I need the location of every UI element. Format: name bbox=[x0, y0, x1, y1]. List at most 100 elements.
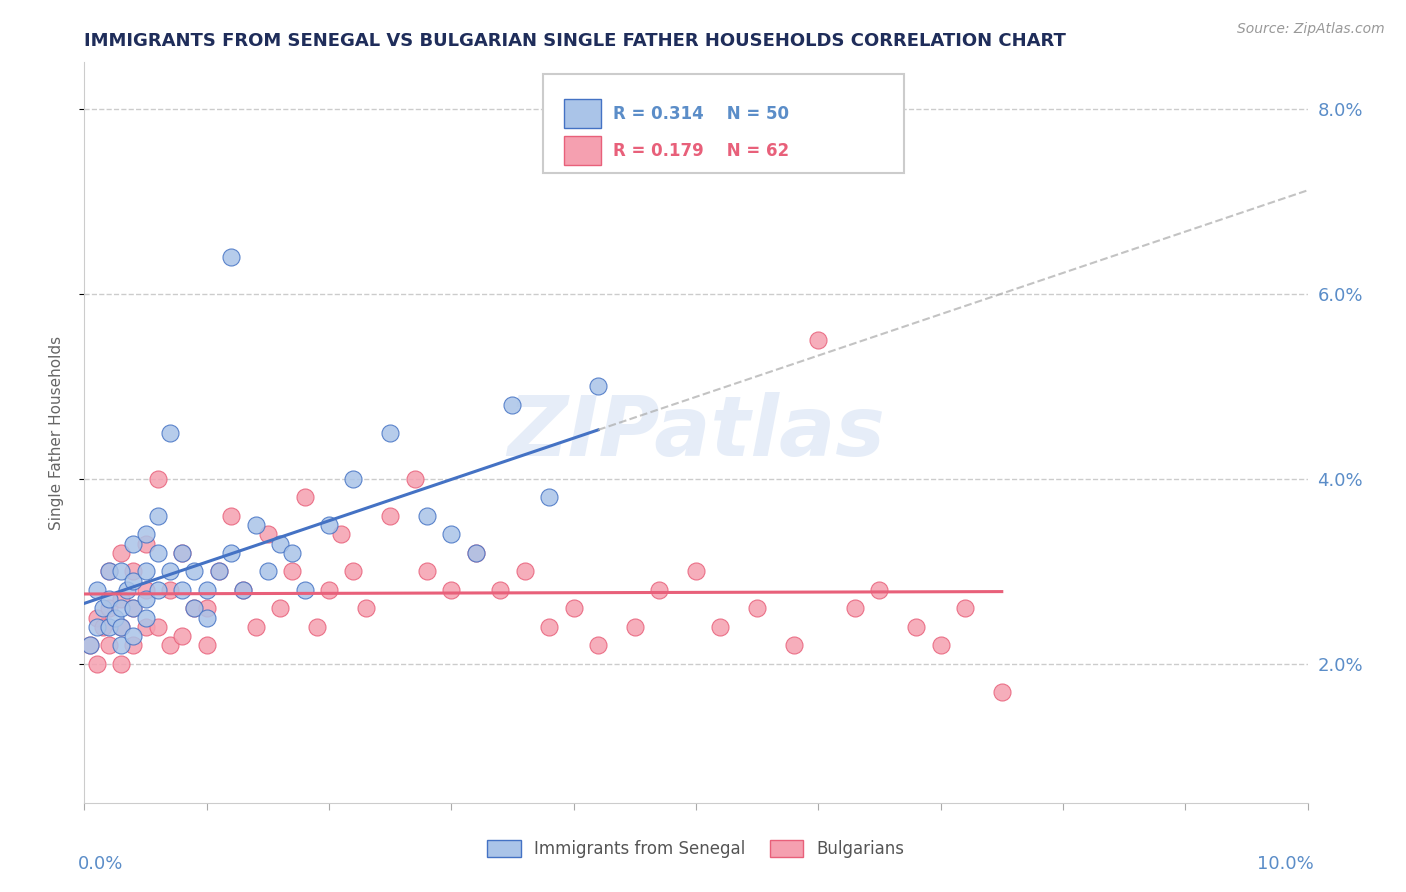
Point bbox=[318, 518, 340, 533]
Legend: Immigrants from Senegal, Bulgarians: Immigrants from Senegal, Bulgarians bbox=[481, 833, 911, 865]
Point bbox=[97, 565, 120, 579]
Point bbox=[159, 639, 181, 653]
Point bbox=[538, 491, 561, 505]
Point bbox=[122, 601, 145, 615]
Point bbox=[172, 629, 194, 643]
Bar bbox=[564, 136, 600, 165]
Point bbox=[464, 546, 486, 560]
Point bbox=[513, 565, 536, 579]
Point bbox=[380, 508, 402, 523]
Point bbox=[257, 565, 280, 579]
Text: ZIPatlas: ZIPatlas bbox=[508, 392, 884, 473]
Point bbox=[232, 582, 254, 597]
Point bbox=[219, 508, 242, 523]
Point bbox=[86, 582, 108, 597]
Point bbox=[91, 620, 114, 634]
Point bbox=[110, 657, 132, 671]
Point bbox=[110, 639, 132, 653]
Point bbox=[86, 657, 108, 671]
Point bbox=[97, 639, 120, 653]
Point bbox=[172, 546, 194, 560]
Point bbox=[183, 565, 205, 579]
Point bbox=[232, 582, 254, 597]
Point bbox=[783, 639, 806, 653]
Point bbox=[245, 620, 267, 634]
Point bbox=[86, 620, 108, 634]
Point bbox=[404, 472, 426, 486]
Point bbox=[586, 639, 609, 653]
Point bbox=[245, 518, 267, 533]
Point bbox=[122, 565, 145, 579]
Point bbox=[464, 546, 486, 560]
Point bbox=[195, 601, 218, 615]
Point bbox=[122, 601, 145, 615]
Point bbox=[110, 546, 132, 560]
Point bbox=[747, 601, 769, 615]
Point bbox=[135, 582, 157, 597]
Point bbox=[159, 582, 181, 597]
Point bbox=[122, 639, 145, 653]
Point bbox=[354, 601, 377, 615]
Point bbox=[104, 610, 127, 624]
Point bbox=[538, 620, 561, 634]
Point bbox=[342, 472, 364, 486]
Point bbox=[208, 565, 231, 579]
Point bbox=[905, 620, 928, 634]
Point bbox=[97, 565, 120, 579]
Point bbox=[110, 620, 132, 634]
Text: R = 0.314    N = 50: R = 0.314 N = 50 bbox=[613, 104, 789, 122]
Point bbox=[281, 565, 304, 579]
Point bbox=[685, 565, 707, 579]
Point bbox=[183, 601, 205, 615]
Point bbox=[79, 639, 101, 653]
Point bbox=[709, 620, 731, 634]
Point bbox=[342, 565, 364, 579]
Point bbox=[122, 629, 145, 643]
Point bbox=[110, 592, 132, 607]
FancyBboxPatch shape bbox=[543, 73, 904, 173]
Point bbox=[257, 527, 280, 541]
Point bbox=[146, 620, 169, 634]
Point bbox=[135, 527, 157, 541]
Point bbox=[122, 574, 145, 588]
Point bbox=[624, 620, 647, 634]
Text: 10.0%: 10.0% bbox=[1257, 855, 1313, 872]
Point bbox=[219, 546, 242, 560]
Text: 0.0%: 0.0% bbox=[79, 855, 124, 872]
Point bbox=[305, 620, 328, 634]
Point bbox=[110, 601, 132, 615]
Point bbox=[159, 425, 181, 440]
Point bbox=[146, 508, 169, 523]
Point bbox=[807, 333, 830, 347]
Point bbox=[208, 565, 231, 579]
Point bbox=[195, 639, 218, 653]
Point bbox=[502, 398, 524, 412]
Point bbox=[110, 565, 132, 579]
Point bbox=[416, 508, 439, 523]
Point bbox=[562, 601, 585, 615]
Text: Source: ZipAtlas.com: Source: ZipAtlas.com bbox=[1237, 22, 1385, 37]
Point bbox=[183, 601, 205, 615]
Point bbox=[146, 582, 169, 597]
Point bbox=[929, 639, 952, 653]
Point bbox=[318, 582, 340, 597]
Point bbox=[159, 565, 181, 579]
Point bbox=[172, 582, 194, 597]
Point bbox=[146, 546, 169, 560]
Point bbox=[953, 601, 976, 615]
Point bbox=[115, 582, 138, 597]
Point bbox=[330, 527, 353, 541]
Point bbox=[489, 582, 512, 597]
Point bbox=[281, 546, 304, 560]
Bar bbox=[564, 99, 600, 128]
Text: R = 0.179    N = 62: R = 0.179 N = 62 bbox=[613, 142, 789, 160]
Point bbox=[135, 620, 157, 634]
Point bbox=[269, 601, 291, 615]
Point bbox=[219, 250, 242, 264]
Point bbox=[440, 582, 463, 597]
Point bbox=[991, 685, 1014, 699]
Point bbox=[146, 472, 169, 486]
Point bbox=[648, 582, 671, 597]
Text: IMMIGRANTS FROM SENEGAL VS BULGARIAN SINGLE FATHER HOUSEHOLDS CORRELATION CHART: IMMIGRANTS FROM SENEGAL VS BULGARIAN SIN… bbox=[84, 32, 1066, 50]
Point bbox=[195, 582, 218, 597]
